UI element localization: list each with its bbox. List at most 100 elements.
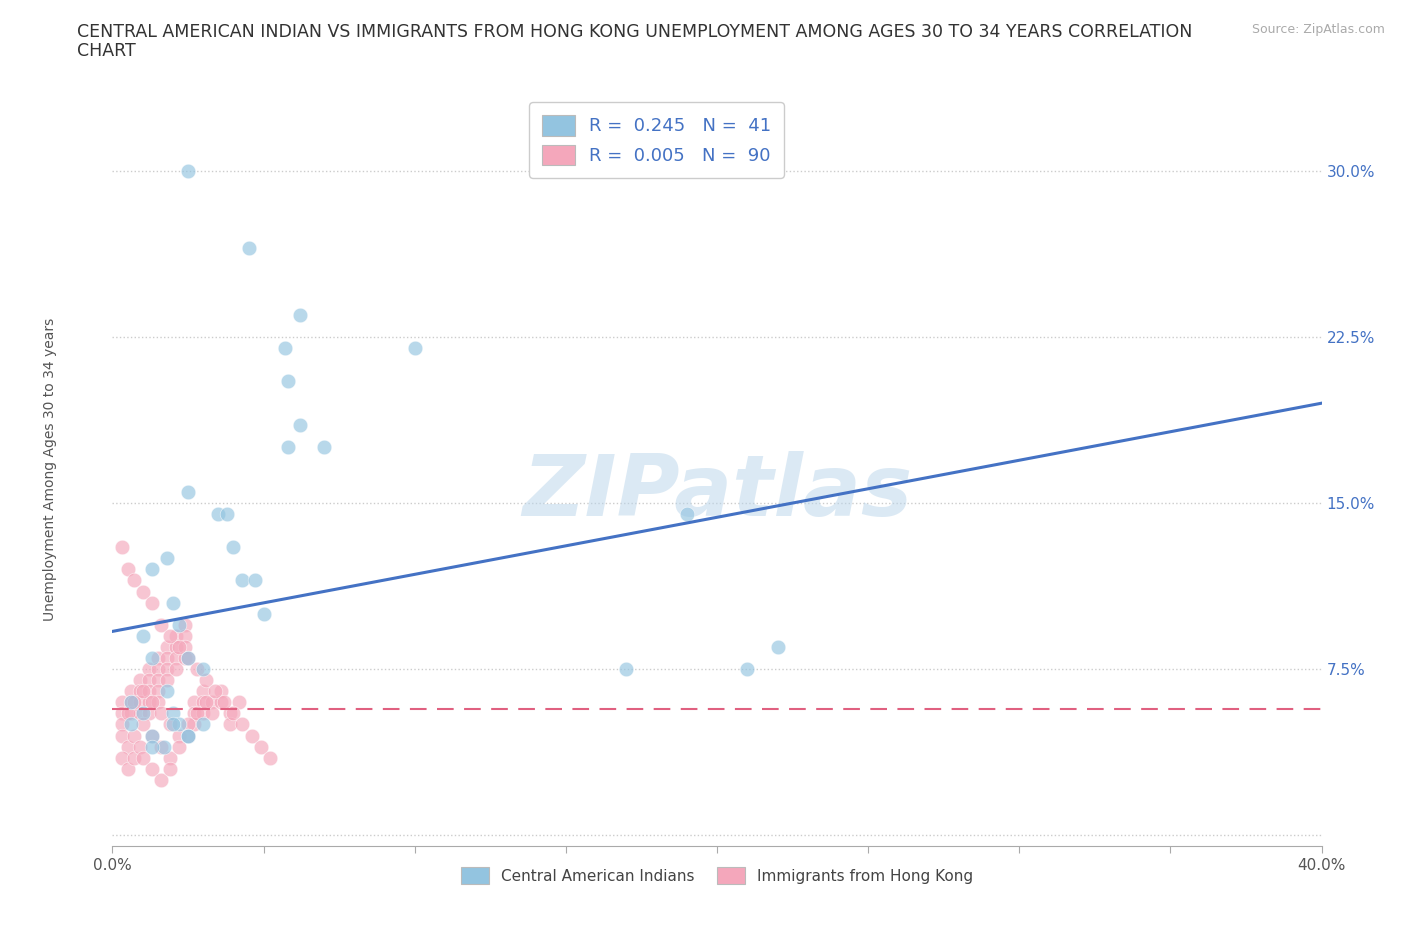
Point <box>191 706 214 721</box>
Point <box>138 706 160 721</box>
Text: CENTRAL AMERICAN INDIAN VS IMMIGRANTS FROM HONG KONG UNEMPLOYMENT AMONG AGES 30 : CENTRAL AMERICAN INDIAN VS IMMIGRANTS FR… <box>77 23 1192 41</box>
Point <box>128 684 150 698</box>
Point <box>122 695 145 710</box>
Point <box>122 751 145 765</box>
Point <box>201 695 224 710</box>
Point <box>146 695 169 710</box>
Point <box>153 739 176 754</box>
Point <box>132 751 155 765</box>
Point <box>191 661 214 676</box>
Point <box>132 684 155 698</box>
Point <box>177 651 200 666</box>
Point <box>177 163 200 178</box>
Point <box>138 672 160 687</box>
Text: Source: ZipAtlas.com: Source: ZipAtlas.com <box>1251 23 1385 36</box>
Point <box>120 706 142 721</box>
Point <box>277 374 299 389</box>
Point <box>222 706 245 721</box>
Point <box>249 739 271 754</box>
Point <box>217 507 239 522</box>
Point <box>156 661 179 676</box>
Point <box>117 739 139 754</box>
Text: ZIPatlas: ZIPatlas <box>522 451 912 534</box>
Point <box>195 695 218 710</box>
Point <box>177 717 200 732</box>
Point <box>207 507 229 522</box>
Text: CHART: CHART <box>77 42 136 60</box>
Point <box>243 573 266 588</box>
Point <box>149 706 172 721</box>
Point <box>675 507 697 522</box>
Point <box>259 751 281 765</box>
Point <box>167 717 190 732</box>
Point <box>120 684 142 698</box>
Point <box>238 241 260 256</box>
Point <box>177 728 200 743</box>
Point <box>149 773 172 788</box>
Point <box>128 672 150 687</box>
Point <box>231 573 253 588</box>
Point <box>174 640 197 655</box>
Point <box>141 728 163 743</box>
Point <box>177 651 200 666</box>
Point <box>167 618 190 632</box>
Point <box>214 695 236 710</box>
Point <box>209 695 232 710</box>
Point <box>141 651 163 666</box>
Point <box>240 728 263 743</box>
Point <box>117 562 139 577</box>
Point <box>165 651 187 666</box>
Point <box>146 651 169 666</box>
Legend: Central American Indians, Immigrants from Hong Kong: Central American Indians, Immigrants fro… <box>450 857 984 896</box>
Point <box>404 340 426 355</box>
Point <box>174 629 197 644</box>
Point <box>186 706 208 721</box>
Point <box>167 640 190 655</box>
Point <box>228 695 250 710</box>
Point <box>120 695 142 710</box>
Point <box>141 762 163 777</box>
Point <box>159 629 181 644</box>
Point <box>162 706 184 721</box>
Point <box>141 739 163 754</box>
Point <box>141 595 163 610</box>
Point <box>191 695 214 710</box>
Point <box>201 706 224 721</box>
Point <box>117 706 139 721</box>
Point <box>183 706 205 721</box>
Point <box>177 485 200 499</box>
Point <box>616 661 638 676</box>
Point <box>162 595 184 610</box>
Point <box>174 651 197 666</box>
Point <box>288 418 311 432</box>
Point <box>110 751 132 765</box>
Point <box>174 618 197 632</box>
Point <box>141 562 163 577</box>
Point <box>110 717 132 732</box>
Point <box>122 728 145 743</box>
Point <box>167 728 190 743</box>
Point <box>132 629 155 644</box>
Point <box>231 717 253 732</box>
Point <box>110 695 132 710</box>
Point <box>138 684 160 698</box>
Point <box>138 695 160 710</box>
Point <box>156 640 179 655</box>
Point <box>209 684 232 698</box>
Point <box>274 340 297 355</box>
Point <box>128 739 150 754</box>
Point <box>110 539 132 554</box>
Point <box>128 706 150 721</box>
Point <box>314 440 336 455</box>
Point <box>165 640 187 655</box>
Point <box>132 584 155 599</box>
Point <box>156 672 179 687</box>
Point <box>117 762 139 777</box>
Point <box>128 695 150 710</box>
Point <box>219 706 242 721</box>
Point <box>277 440 299 455</box>
Point <box>159 762 181 777</box>
Point <box>156 651 179 666</box>
Point <box>186 661 208 676</box>
Point <box>120 717 142 732</box>
